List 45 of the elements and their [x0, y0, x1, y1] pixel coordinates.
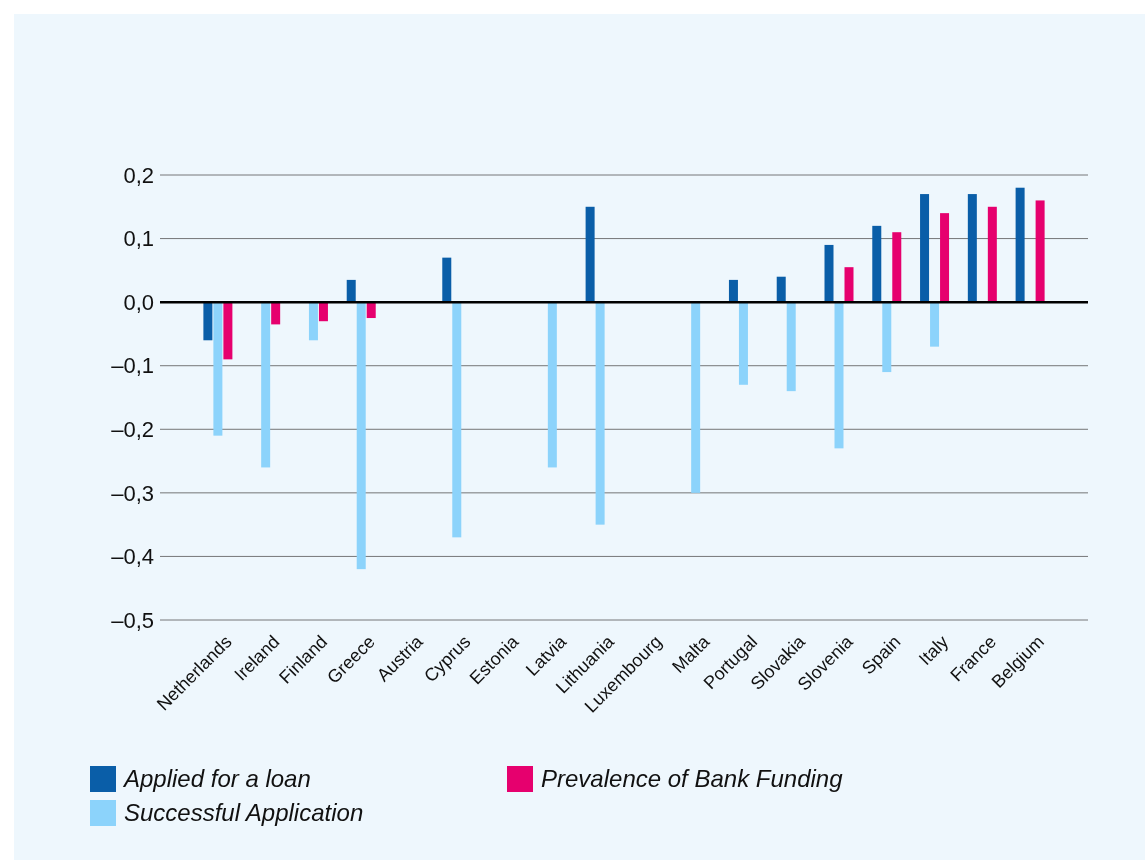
bar [987, 206, 997, 303]
bar [892, 232, 902, 303]
bar [261, 302, 271, 468]
bar [203, 302, 213, 341]
bar [442, 257, 452, 303]
bar [547, 302, 557, 468]
x-tick-label: Italy [914, 631, 953, 670]
bar [1035, 200, 1045, 303]
bar [213, 302, 223, 436]
y-tick-label: 0,1 [123, 226, 154, 252]
bar [920, 194, 930, 303]
bar [585, 206, 595, 303]
legend-label: Prevalence of Bank Funding [541, 765, 844, 793]
bar [346, 279, 356, 303]
y-tick-label: –0,1 [111, 353, 154, 379]
bar [834, 302, 844, 449]
bar [940, 213, 950, 303]
bar [844, 267, 854, 303]
y-tick-label: –0,3 [111, 480, 154, 506]
y-tick-label: –0,4 [111, 544, 154, 570]
y-tick-label: 0,0 [123, 289, 154, 315]
bar [452, 302, 462, 538]
bar [882, 302, 892, 373]
bar [738, 302, 748, 385]
bar [824, 244, 834, 303]
bar [930, 302, 940, 347]
bar [776, 276, 786, 303]
legend-label: Applied for a loan [122, 765, 311, 793]
y-tick-label: –0,2 [111, 416, 154, 442]
legend-label: Successful Application [124, 799, 364, 827]
bar [366, 302, 376, 319]
bar [728, 279, 738, 303]
bar [308, 302, 318, 341]
y-tick-label: –0,5 [111, 607, 154, 633]
bar [271, 302, 281, 325]
bar [786, 302, 796, 392]
y-tick-label: 0,2 [123, 162, 154, 188]
bar [356, 302, 366, 570]
bar [967, 194, 977, 303]
bar [1015, 187, 1025, 303]
bar [223, 302, 233, 360]
bar [872, 225, 882, 303]
bar [691, 302, 701, 493]
bar [595, 302, 605, 525]
bar [318, 302, 328, 322]
